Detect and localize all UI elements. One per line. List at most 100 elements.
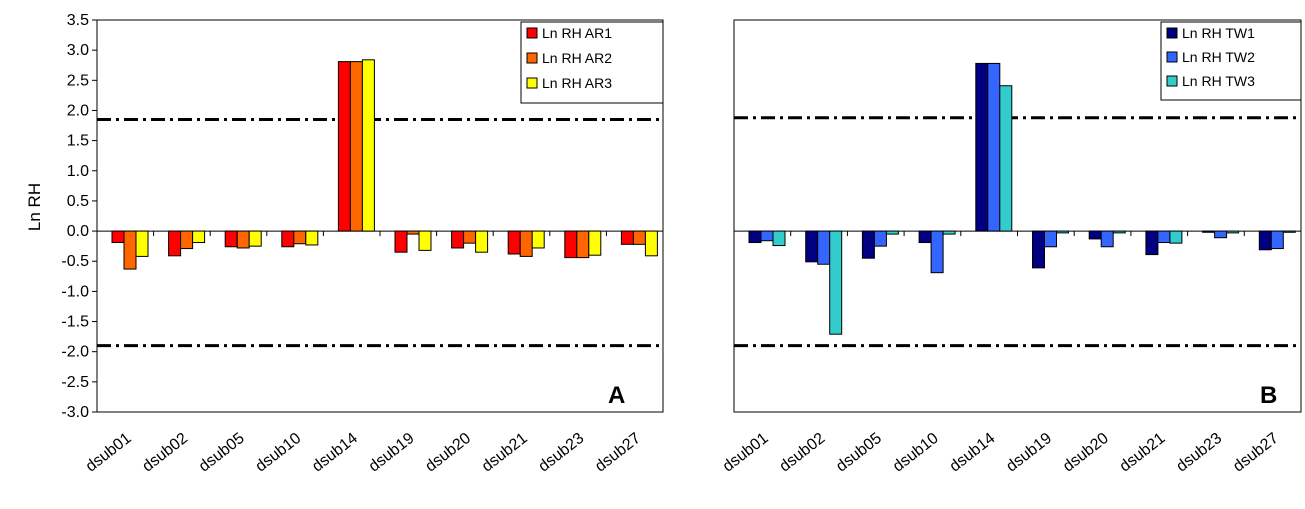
bar-ln-rh-tw2-dsub19	[1044, 230, 1057, 248]
bar-ln-rh-tw1-dsub23	[1202, 230, 1216, 233]
x-category-label: dsub21	[479, 430, 531, 476]
y-tick-label: 3.0	[67, 42, 89, 59]
x-category-label: dsub01	[720, 430, 772, 476]
panel-label: B	[1260, 382, 1277, 409]
legend-box	[1160, 21, 1302, 101]
bar-ln-rh-ar2-dsub14	[349, 61, 363, 232]
legend-box	[520, 21, 664, 104]
bar-ln-rh-tw3-dsub14	[999, 85, 1013, 232]
bar-ln-rh-tw1-dsub02	[805, 230, 819, 263]
bar-ln-rh-tw2-dsub14	[987, 62, 1001, 232]
x-category-label: dsub10	[890, 430, 942, 476]
legend: Ln RH AR1 Ln RH AR2 Ln RH AR3	[520, 21, 664, 104]
bar-ln-rh-tw3-dsub20	[1112, 230, 1126, 234]
legend-label-ln-rh-tw2: Ln RH TW2	[1182, 49, 1255, 65]
panel-label: A	[608, 382, 625, 409]
bar-ln-rh-tw2-dsub27	[1270, 230, 1284, 250]
y-tick-label: -1.5	[61, 314, 89, 331]
bar-ln-rh-tw3-dsub27	[1282, 230, 1296, 233]
bar-ln-rh-ar1-dsub10	[281, 230, 295, 248]
bar-ln-rh-ar2-dsub02	[180, 230, 194, 250]
bar-ln-rh-tw1-dsub20	[1088, 230, 1102, 240]
bar-ln-rh-ar3-dsub10	[305, 230, 319, 246]
bar-ln-rh-tw3-dsub05	[885, 230, 899, 235]
bar-ln-rh-tw2-dsub10	[930, 230, 944, 274]
legend-swatch-ln-rh-tw3	[1166, 75, 1178, 87]
bar-ln-rh-tw3-dsub02	[829, 230, 843, 335]
y-tick-label: 1.0	[67, 163, 89, 180]
bar-ln-rh-ar2-dsub01	[123, 230, 137, 270]
x-category-label: dsub19	[1003, 430, 1055, 476]
bar-ln-rh-ar3-dsub19	[418, 230, 432, 251]
bar-ln-rh-tw1-dsub27	[1258, 230, 1272, 251]
bar-ln-rh-ar1-dsub20	[451, 230, 465, 249]
bar-ln-rh-ar3-dsub02	[192, 230, 206, 244]
bar-ln-rh-ar1-dsub23	[564, 230, 578, 259]
x-category-label: dsub14	[947, 430, 999, 476]
bar-ln-rh-ar1-dsub02	[168, 230, 182, 257]
bar-ln-rh-ar2-dsub27	[632, 230, 646, 245]
legend: Ln RH TW1 Ln RH TW2 Ln RH TW3	[1160, 21, 1302, 101]
legend-swatch-ln-rh-ar3	[526, 77, 538, 89]
bar-ln-rh-tw3-dsub23	[1226, 230, 1240, 234]
y-tick-label: 2.5	[67, 72, 89, 89]
y-tick-label: 1.5	[67, 133, 89, 150]
bar-ln-rh-tw3-dsub01	[772, 230, 786, 247]
y-axis-title: Ln RH	[25, 183, 44, 231]
x-category-label: dsub20	[1060, 430, 1112, 476]
bar-ln-rh-ar3-dsub14	[361, 59, 375, 232]
bar-ln-rh-tw2-dsub20	[1100, 230, 1114, 248]
bar-ln-rh-ar3-dsub05	[248, 230, 262, 247]
y-tick-label: -2.0	[61, 344, 89, 361]
bar-ln-rh-ar2-dsub20	[463, 230, 477, 244]
x-category-label: dsub05	[833, 430, 885, 476]
legend-swatch-ln-rh-ar2	[526, 52, 538, 64]
bar-ln-rh-tw3-dsub21	[1169, 230, 1183, 244]
bar-ln-rh-ar2-dsub19	[406, 230, 420, 235]
x-category-label: dsub14	[309, 430, 361, 476]
bar-ln-rh-ar2-dsub21	[519, 230, 533, 257]
legend-label-ln-rh-ar2: Ln RH AR2	[542, 50, 612, 66]
y-tick-label: -3.0	[61, 404, 89, 421]
bar-ln-rh-ar1-dsub05	[224, 230, 238, 248]
bar-ln-rh-ar3-dsub21	[531, 230, 545, 249]
chart-panel-b: dsub01 dsub02 dsub05 dsub10 dsub14 dsub19 dsub…	[720, 19, 1302, 476]
bar-ln-rh-ar1-dsub19	[394, 230, 408, 253]
bar-ln-rh-ar1-dsub27	[620, 230, 634, 245]
legend-label-ln-rh-ar1: Ln RH AR1	[542, 25, 612, 41]
x-category-label: dsub23	[536, 430, 588, 476]
x-category-label: dsub05	[196, 430, 248, 476]
y-tick-label: 2.0	[67, 102, 89, 119]
y-tick-label: 0.0	[67, 223, 89, 240]
plot-area-border	[96, 19, 664, 413]
bar-ln-rh-tw1-dsub10	[918, 230, 932, 244]
y-tick-label: 3.5	[67, 12, 89, 29]
x-category-label: dsub20	[422, 430, 474, 476]
x-category-label: dsub27	[592, 430, 644, 476]
x-category-label: dsub23	[1173, 430, 1225, 476]
x-category-label: dsub10	[253, 430, 305, 476]
bar-ln-rh-ar1-dsub21	[507, 230, 521, 255]
bar-ln-rh-ar2-dsub05	[236, 230, 250, 249]
bar-ln-rh-tw2-dsub01	[760, 230, 774, 242]
y-tick-label: 0.5	[67, 193, 89, 210]
bar-ln-rh-tw2-dsub05	[873, 230, 887, 247]
y-tick-label: -1.0	[61, 283, 89, 300]
bar-ln-rh-ar3-dsub23	[588, 230, 602, 256]
plot-area-border	[733, 19, 1302, 413]
x-category-label: dsub02	[776, 430, 828, 476]
bar-ln-rh-tw3-dsub10	[942, 230, 956, 235]
bar-ln-rh-tw1-dsub21	[1145, 230, 1159, 256]
bar-ln-rh-ar1-dsub01	[111, 230, 125, 244]
bar-ln-rh-ar3-dsub01	[135, 230, 149, 257]
chart-panel-a: 3.5 3.0 2.5 2.0 1.5 1.0 0.5 0.0 -0.5 -1.0 -1.5 -2.0…	[61, 12, 664, 476]
y-tick-label: -0.5	[61, 253, 89, 270]
bar-ln-rh-tw2-dsub23	[1214, 230, 1228, 239]
bar-ln-rh-tw2-dsub21	[1157, 230, 1171, 244]
legend-swatch-ln-rh-ar1	[526, 27, 538, 39]
bar-ln-rh-ar1-dsub14	[337, 61, 351, 232]
bar-ln-rh-ar3-dsub20	[475, 230, 489, 253]
bar-ln-rh-tw1-dsub01	[748, 230, 762, 244]
x-category-label: dsub21	[1117, 430, 1169, 476]
